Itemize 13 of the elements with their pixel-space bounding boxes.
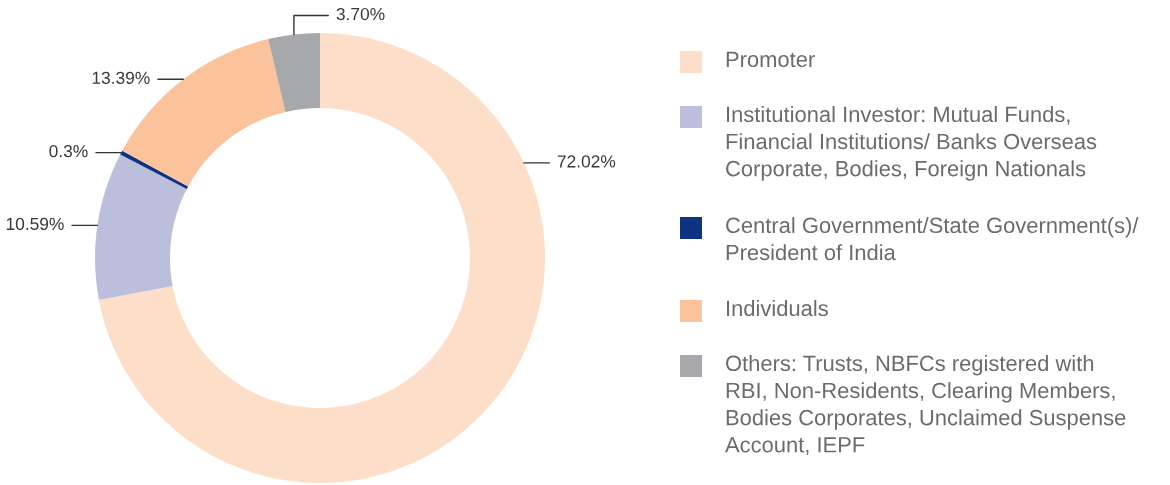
data-label: 10.59% (6, 217, 64, 231)
legend-label: Promoter (726, 51, 815, 68)
donut-slice (120, 150, 189, 189)
legend-label: Others: Trusts, NBFCs registered with RBI, Non-Residents, Clearing Members, Bodies Corporates, Unclaimed Suspense Account, IEPF (725, 355, 1126, 456)
donut-slice (95, 154, 187, 300)
legend-label: Central Government/State Government(s)/ President of India (726, 217, 1139, 261)
data-label: 13.39% (92, 71, 150, 84)
data-label: 0.3% (49, 144, 88, 158)
legend-label: Individuals (727, 300, 828, 317)
legend-label: Institutional Investor: Mutual Funds, Financial Institutions/ Banks Overseas Corporate, Bodies, Foreign Nationals (726, 106, 1097, 181)
donut-slice (268, 33, 320, 113)
data-label: 72.02% (557, 155, 616, 168)
data-label: 3.70% (336, 7, 385, 21)
